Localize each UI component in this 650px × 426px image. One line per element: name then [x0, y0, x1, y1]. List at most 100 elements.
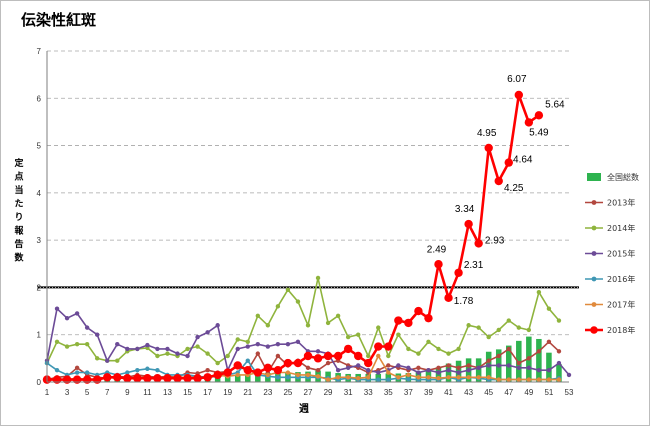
point-2015年 — [446, 367, 451, 373]
point-2018年 — [143, 374, 152, 383]
point-2018年 — [454, 268, 463, 277]
bar-zenkoku — [536, 338, 542, 382]
point-2018年 — [504, 158, 513, 167]
legend-label: 全国総数 — [607, 172, 639, 182]
point-2014年 — [546, 306, 552, 311]
point-2014年 — [245, 339, 250, 345]
point-2015年 — [245, 344, 250, 349]
point-2015年 — [105, 358, 110, 363]
point-2018年 — [233, 361, 242, 370]
point-2018年 — [353, 351, 363, 361]
point-2015年 — [516, 365, 522, 371]
bar-zenkoku — [255, 373, 261, 382]
point-2017年 — [496, 377, 501, 382]
point-2015年 — [396, 363, 401, 368]
point-2018年 — [424, 313, 433, 323]
point-2013年 — [486, 358, 491, 363]
point-2015年 — [74, 311, 80, 316]
point-2013年 — [325, 360, 331, 366]
y-tick-label: 5 — [37, 142, 42, 151]
y-axis-label-char: 数 — [14, 252, 24, 264]
point-2015年 — [155, 346, 160, 352]
point-2016年 — [275, 375, 281, 380]
point-2015年 — [205, 330, 210, 335]
point-2017年 — [506, 377, 511, 382]
legend-marker — [591, 276, 597, 282]
point-2014年 — [315, 275, 321, 281]
point-2017年 — [376, 353, 381, 359]
y-axis-label-char: 当 — [14, 184, 23, 196]
point-2017年 — [536, 377, 542, 382]
point-2014年 — [215, 360, 220, 366]
y-tick-label: 4 — [37, 189, 42, 198]
point-2014年 — [476, 325, 481, 330]
point-2015年 — [406, 365, 411, 371]
point-2015年 — [265, 344, 271, 349]
point-2017年 — [305, 372, 311, 378]
x-tick-label: 19 — [223, 388, 232, 397]
point-2014年 — [325, 320, 331, 326]
y-axis-label-char: り — [14, 212, 23, 223]
point-2014年 — [456, 346, 461, 352]
point-2014年 — [436, 346, 441, 352]
point-2018年 — [263, 363, 273, 373]
point-2015年 — [546, 367, 552, 373]
series-line-2018年 — [47, 93, 540, 381]
point-2018年 — [293, 358, 303, 368]
point-2018年 — [72, 375, 82, 384]
point-2016年 — [145, 366, 150, 371]
point-2016年 — [54, 367, 60, 373]
point-2017年 — [396, 375, 401, 380]
point-2018年 — [364, 358, 373, 368]
point-2018年 — [303, 351, 313, 361]
point-2013年 — [496, 353, 501, 359]
point-2015年 — [476, 365, 481, 371]
point-2015年 — [125, 346, 130, 352]
point-2018年 — [123, 374, 132, 383]
point-2017年 — [526, 377, 532, 382]
point-2013年 — [74, 365, 80, 371]
x-tick-label: 5 — [85, 388, 90, 397]
point-2015年 — [275, 341, 281, 347]
point-2015年 — [285, 341, 291, 347]
y-tick-label: 7 — [37, 47, 42, 56]
point-2014年 — [366, 353, 371, 359]
point-2015年 — [335, 367, 341, 373]
point-2013年 — [506, 346, 511, 352]
x-tick-label: 21 — [243, 388, 252, 397]
point-2014年 — [225, 353, 230, 359]
point-2014年 — [295, 299, 301, 304]
point-2018年 — [464, 219, 473, 229]
x-tick-label: 13 — [163, 388, 172, 397]
point-2013年 — [516, 360, 522, 366]
y-tick-label: 0 — [37, 378, 42, 387]
point-2018年 — [404, 318, 413, 328]
point-2015年 — [315, 349, 321, 354]
point-2017年 — [446, 375, 451, 380]
legend-marker — [591, 302, 597, 307]
x-tick-label: 15 — [183, 388, 192, 397]
point-2018年 — [384, 342, 393, 351]
point-2015年 — [366, 367, 371, 373]
point-2013年 — [546, 339, 552, 345]
point-2013年 — [446, 363, 451, 368]
y-axis-label-char: た — [14, 199, 23, 210]
point-2015年 — [255, 341, 261, 347]
point-2018年 — [253, 368, 263, 377]
point-2013年 — [536, 349, 542, 354]
point-2014年 — [285, 287, 291, 292]
point-2017年 — [426, 375, 431, 380]
point-2014年 — [496, 327, 501, 333]
point-2017年 — [516, 377, 522, 382]
point-2014年 — [556, 318, 562, 323]
point-2014年 — [526, 327, 532, 333]
point-2016年 — [406, 376, 411, 382]
point-2016年 — [285, 375, 291, 380]
point-2014年 — [446, 351, 451, 356]
y-tick-label: 1 — [37, 331, 42, 340]
x-tick-label: 35 — [384, 388, 393, 397]
point-2015年 — [456, 370, 461, 375]
point-2016年 — [84, 370, 90, 375]
point-2018年 — [153, 374, 162, 383]
point-2018年 — [173, 374, 182, 383]
